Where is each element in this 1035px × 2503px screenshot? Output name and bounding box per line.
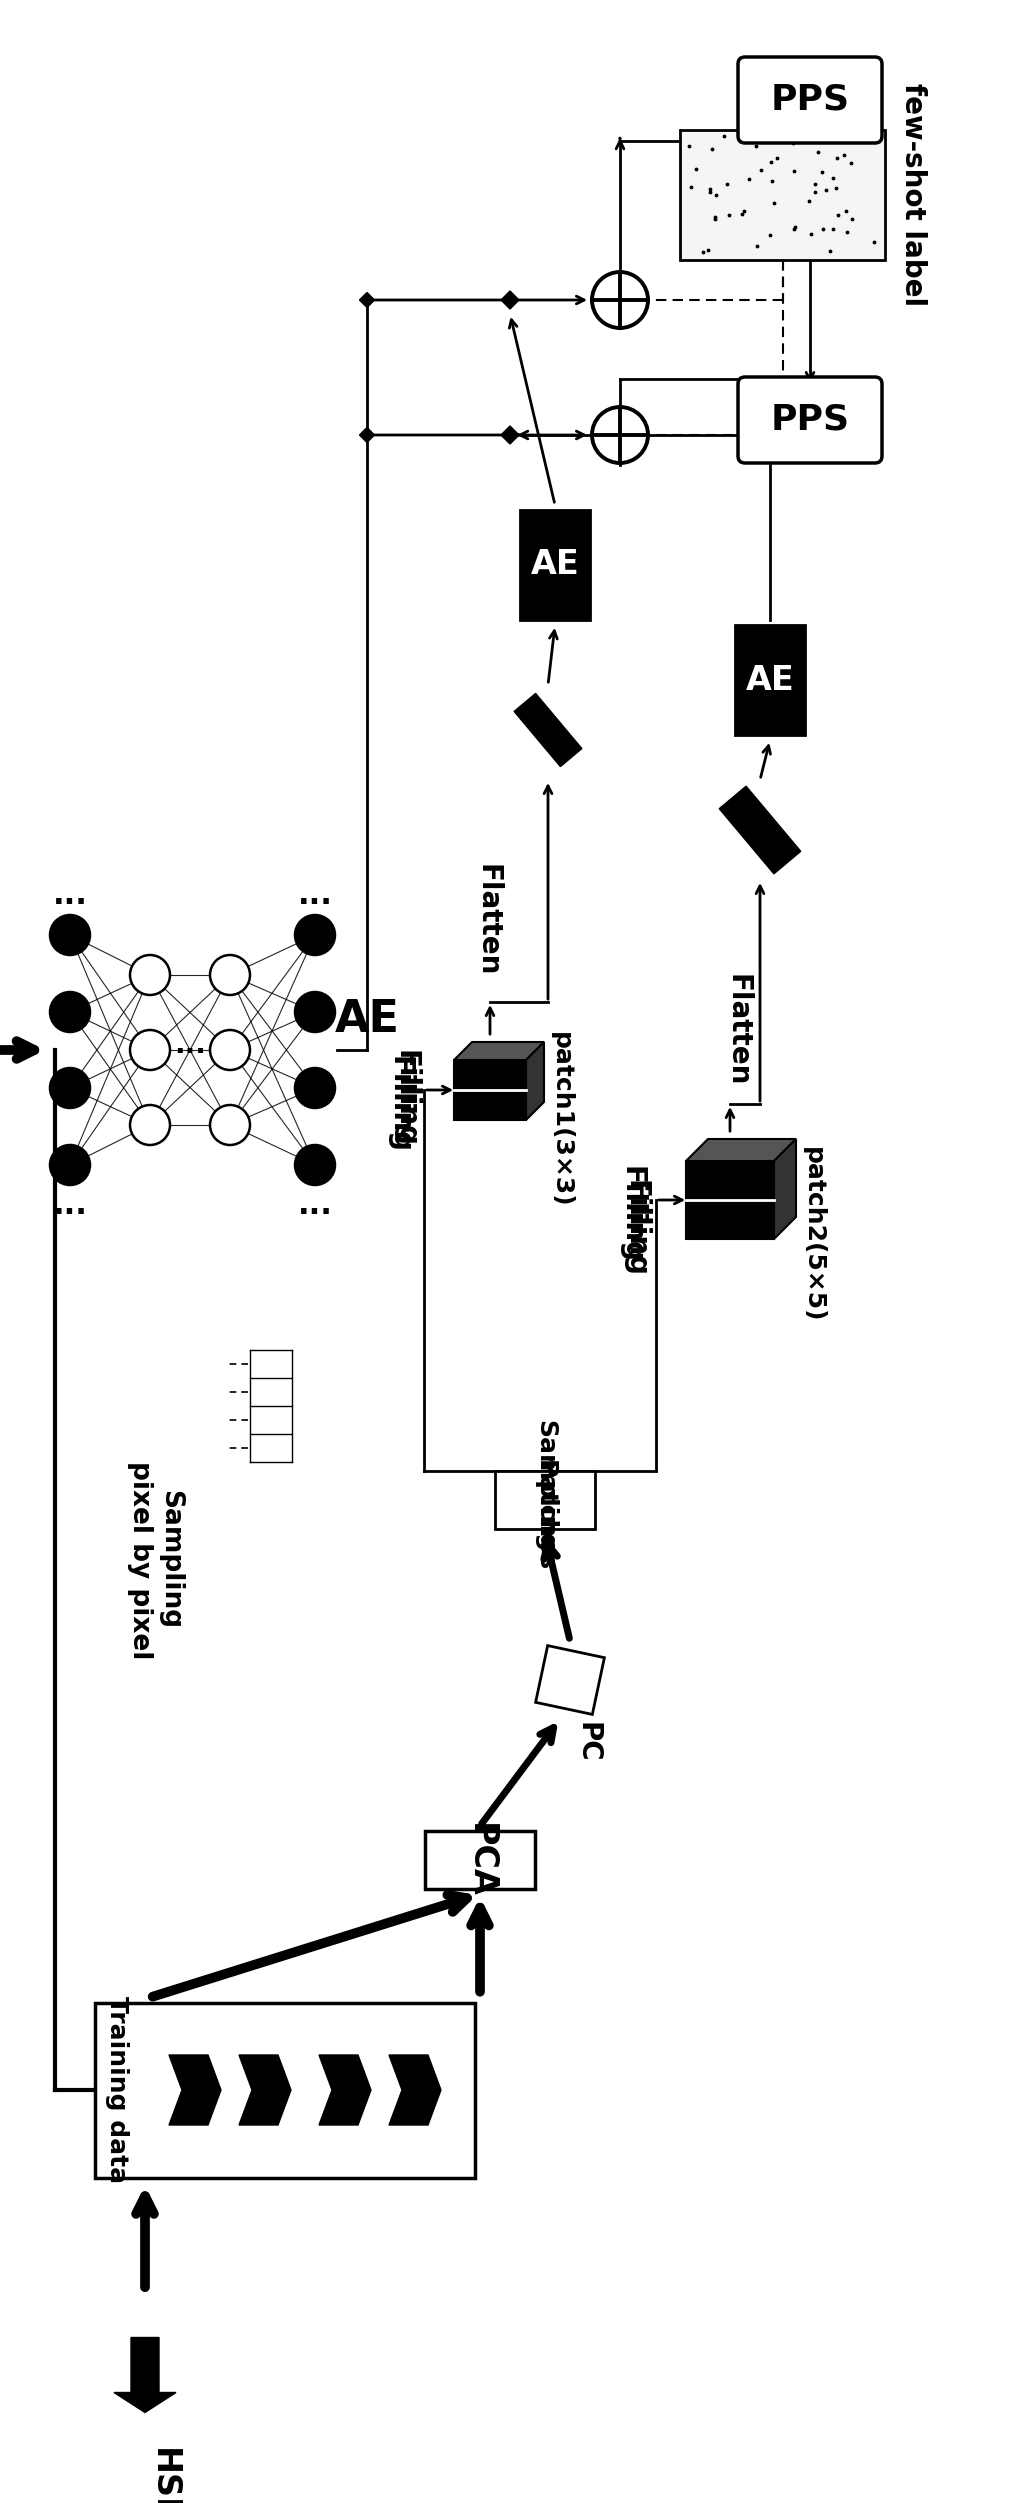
- Text: ...: ...: [298, 881, 332, 909]
- Circle shape: [295, 1069, 335, 1109]
- Bar: [425, 1832, 535, 1890]
- Polygon shape: [774, 1139, 796, 1239]
- Circle shape: [210, 956, 250, 996]
- Bar: [680, 130, 885, 260]
- Text: Sampling: Sampling: [533, 1419, 557, 1552]
- Text: Filling: Filling: [617, 1166, 645, 1264]
- Polygon shape: [686, 1161, 774, 1239]
- Bar: [495, 1472, 595, 1529]
- Text: HSI: HSI: [147, 2448, 179, 2503]
- Circle shape: [50, 1144, 90, 1184]
- Text: ...: ...: [298, 1191, 332, 1219]
- Text: AE: AE: [531, 548, 580, 581]
- Polygon shape: [239, 2055, 291, 2125]
- Text: AE: AE: [334, 999, 400, 1041]
- Circle shape: [295, 991, 335, 1031]
- Circle shape: [130, 1104, 170, 1144]
- Circle shape: [592, 273, 648, 328]
- Polygon shape: [319, 2055, 371, 2125]
- Text: Filling: Filling: [621, 1179, 649, 1277]
- Text: Training data: Training data: [105, 1997, 129, 2183]
- Circle shape: [50, 1069, 90, 1109]
- Circle shape: [130, 956, 170, 996]
- Polygon shape: [454, 1041, 544, 1059]
- Text: Patches: Patches: [533, 1459, 557, 1572]
- Polygon shape: [169, 2055, 221, 2125]
- Text: Filling: Filling: [385, 1056, 413, 1154]
- FancyBboxPatch shape: [738, 58, 882, 143]
- Bar: [514, 693, 582, 766]
- Text: ...: ...: [53, 881, 87, 909]
- Text: AE: AE: [745, 663, 795, 696]
- Polygon shape: [114, 2338, 176, 2413]
- Circle shape: [50, 916, 90, 956]
- Text: ...: ...: [288, 2075, 323, 2105]
- Polygon shape: [686, 1139, 796, 1161]
- Text: ...: ...: [174, 1031, 206, 1059]
- Polygon shape: [501, 426, 519, 443]
- Text: PPS: PPS: [770, 83, 850, 118]
- Text: ...: ...: [53, 1191, 87, 1219]
- Bar: [719, 786, 801, 874]
- Bar: [535, 1644, 604, 1715]
- Circle shape: [592, 408, 648, 463]
- Text: Sampling
pixel by pixel: Sampling pixel by pixel: [127, 1462, 183, 1659]
- Bar: [520, 511, 590, 621]
- Circle shape: [130, 1031, 170, 1069]
- Circle shape: [210, 1031, 250, 1069]
- Text: PCA: PCA: [464, 1822, 497, 1897]
- Polygon shape: [501, 290, 519, 308]
- Polygon shape: [454, 1059, 526, 1119]
- Polygon shape: [359, 428, 375, 443]
- Bar: [95, 2002, 475, 2178]
- FancyBboxPatch shape: [738, 378, 882, 463]
- Text: PC: PC: [574, 1722, 602, 1762]
- Text: Flatten: Flatten: [474, 864, 502, 976]
- Text: Filling: Filling: [391, 1049, 419, 1146]
- Circle shape: [50, 991, 90, 1031]
- Text: Flatten: Flatten: [724, 974, 752, 1086]
- Polygon shape: [526, 1041, 544, 1119]
- Polygon shape: [359, 293, 375, 308]
- Bar: [735, 626, 805, 736]
- Text: few-shot label: few-shot label: [899, 83, 927, 305]
- Circle shape: [295, 916, 335, 956]
- Polygon shape: [389, 2055, 441, 2125]
- Text: PPS: PPS: [770, 403, 850, 438]
- Circle shape: [210, 1104, 250, 1144]
- Circle shape: [295, 1144, 335, 1184]
- Text: patch2(5×5): patch2(5×5): [801, 1146, 825, 1322]
- Text: patch1(3×3): patch1(3×3): [549, 1031, 573, 1209]
